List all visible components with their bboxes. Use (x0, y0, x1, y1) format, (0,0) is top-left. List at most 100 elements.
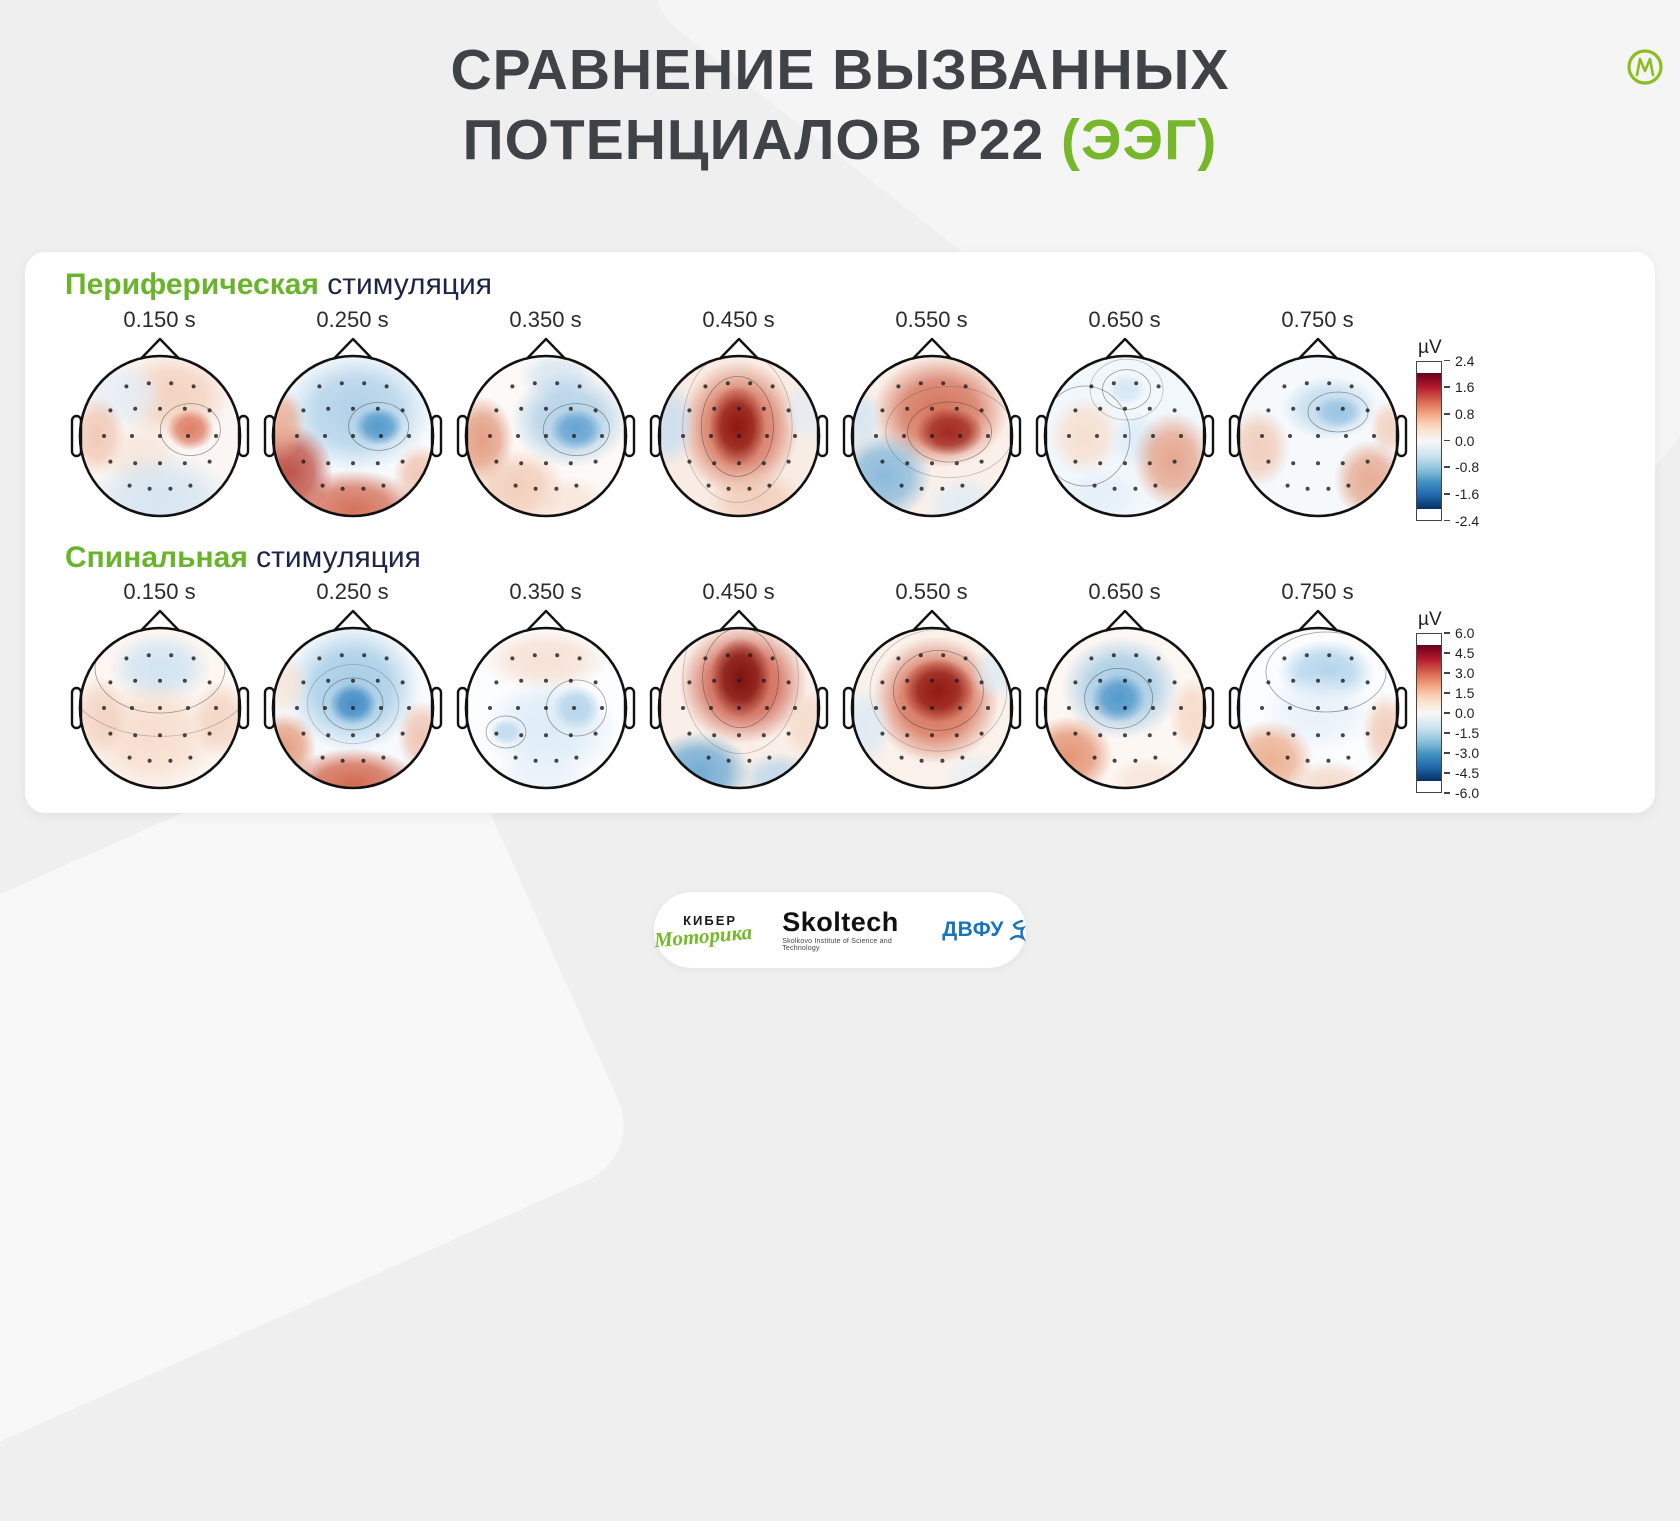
colorbar-bar-0: 2.4 1.6 0.8 0.0 -0.8 -1.6 -2.4 (1416, 353, 1479, 529)
page-title-line1: СРАВНЕНИЕ ВЫЗВАННЫХ (450, 38, 1230, 102)
tick-mark (1444, 439, 1450, 442)
topomap-head-0-1 (263, 337, 442, 517)
page-title-line2-dark: ПОТЕНЦИАЛОВ P22 (462, 107, 1061, 172)
tick-label: 6.0 (1455, 625, 1475, 641)
colorbar-gradient (1416, 372, 1442, 509)
partner-logos-bar: КИБЕР Моторика Skoltech Skolkovo Institu… (653, 892, 1026, 968)
colorbar-tick: -3.0 (1444, 745, 1479, 761)
tick-label: 1.5 (1455, 685, 1475, 701)
time-label: 0.650 s (1088, 306, 1161, 332)
colorbar-tick: 1.5 (1444, 685, 1474, 701)
colorbar-tick: 4.5 (1444, 645, 1474, 661)
colorbar-gradient (1416, 645, 1442, 781)
page-title-line2: ПОТЕНЦИАЛОВ P22 (ЭЭГ) (0, 106, 1680, 176)
nose-outline (1297, 609, 1338, 632)
time-label: 0.650 s (1088, 579, 1161, 604)
topomap-col-0-2: 0.350 s (449, 307, 642, 529)
group-title-highlight: Спинальная (65, 540, 248, 574)
head-outline (657, 354, 820, 517)
stim-group-1: Спинальная стимуляция 0.150 s 0.250 s 0.350… (63, 541, 1639, 802)
tick-label: 0.0 (1455, 705, 1475, 721)
maps-row-0: 0.150 s 0.250 s 0.350 s 0.450 s 0.550 s 0.650… (63, 307, 1639, 529)
time-label: 0.450 s (702, 579, 775, 604)
group-title-rest: стимуляция (247, 540, 421, 574)
time-label: 0.150 s (123, 579, 196, 604)
head-outline (1043, 354, 1206, 517)
colorbar-bottom-cap (1416, 781, 1442, 793)
colorbar-tick: 2.4 (1444, 353, 1474, 369)
topomap-col-0-6: 0.750 s (1221, 307, 1414, 529)
tick-label: 3.0 (1455, 665, 1475, 681)
nose-outline (332, 337, 373, 360)
tick-mark (1444, 652, 1450, 654)
nose-outline (332, 609, 373, 632)
topomap-col-1-5: 0.650 s (1028, 579, 1221, 801)
nose-outline (1104, 609, 1145, 632)
tick-mark (1444, 712, 1450, 714)
tick-label: -4.5 (1455, 765, 1480, 781)
colorbar-tick: -0.8 (1444, 459, 1479, 475)
topomap-col-1-4: 0.550 s (835, 579, 1028, 801)
colorbar-1: µV 6.0 4.5 3.0 1.5 0.0 -1.5 -3.0 -4.5 -6.0 (1416, 579, 1536, 801)
tick-label: -6.0 (1455, 785, 1480, 801)
group-title-highlight: Периферическая (65, 268, 319, 301)
motorica-brand-logo (1624, 46, 1666, 93)
topomap-head-0-6 (1228, 337, 1407, 517)
colorbar-tick: -1.5 (1444, 725, 1479, 741)
topomap-head-0-2 (456, 337, 635, 517)
tick-mark (1444, 792, 1450, 794)
tick-mark (1444, 413, 1450, 415)
time-label: 0.250 s (316, 306, 389, 332)
tick-label: 4.5 (1455, 645, 1475, 661)
head-outline (271, 626, 434, 790)
tick-mark (1444, 632, 1450, 634)
page-title-line2-green: (ЭЭГ) (1060, 107, 1218, 172)
topomap-col-0-1: 0.250 s (256, 307, 449, 529)
head-outline (464, 626, 627, 790)
tick-mark (1444, 692, 1450, 694)
colorbar-0: µV 2.4 1.6 0.8 0.0 -0.8 -1.6 -2.4 (1416, 307, 1536, 529)
tick-mark (1444, 519, 1450, 522)
topomap-head-1-4 (842, 609, 1021, 790)
topomap-head-1-1 (263, 609, 442, 790)
tick-mark (1444, 386, 1450, 388)
tick-mark (1444, 672, 1450, 674)
topomap-col-1-0: 0.150 s (63, 579, 256, 801)
head-outline (1236, 626, 1399, 790)
colorbar-tick: 1.6 (1444, 379, 1474, 395)
colorbar-bottom-cap (1416, 508, 1442, 521)
nose-outline (139, 609, 180, 632)
kibermotorica-logo: КИБЕР Моторика (653, 914, 754, 952)
topomap-col-1-1: 0.250 s (256, 579, 449, 801)
nose-outline (139, 337, 180, 360)
colorbar-tick: -6.0 (1444, 785, 1479, 801)
m-circle-icon (1627, 49, 1663, 85)
head-outline (78, 354, 241, 517)
nose-outline (1104, 337, 1145, 360)
tick-label: -0.8 (1455, 459, 1480, 476)
colorbar-top-cap (1416, 633, 1442, 645)
colorbar-tick: -4.5 (1444, 765, 1479, 781)
tick-label: -1.5 (1455, 725, 1480, 741)
time-label: 0.350 s (509, 579, 582, 604)
head-outline (464, 354, 627, 517)
dvfu-text: ДВФУ (942, 918, 1004, 941)
maps-row-1: 0.150 s 0.250 s 0.350 s 0.450 s 0.550 s 0.650… (63, 579, 1639, 801)
topomap-head-0-3 (649, 337, 828, 517)
topomap-head-0-0 (70, 337, 249, 517)
motorica-text: Моторика (653, 919, 754, 952)
head-outline (657, 626, 820, 790)
head-outline (1043, 626, 1206, 790)
tick-mark (1444, 772, 1450, 774)
tick-mark (1444, 359, 1450, 362)
topomap-col-0-5: 0.650 s (1028, 307, 1221, 529)
nose-outline (911, 337, 952, 360)
group-title-0: Периферическая стимуляция (65, 268, 1639, 303)
tick-mark (1444, 752, 1450, 754)
colorbar-tick: -2.4 (1444, 513, 1479, 529)
tick-label: 2.4 (1455, 352, 1475, 369)
colorbar-unit: µV (1418, 336, 1442, 358)
